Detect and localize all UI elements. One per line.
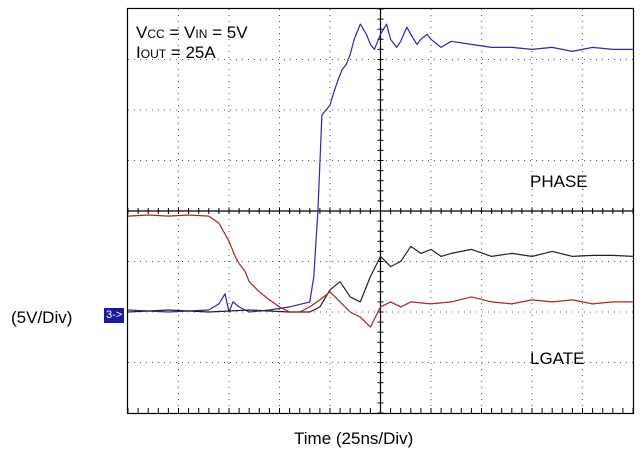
condition-line: VCC = VIN = 5V — [136, 24, 248, 41]
trace-ugate — [127, 23, 633, 313]
test-conditions: VCC = VIN = 5V IOUT = 25A — [136, 24, 248, 64]
condition-text: V — [136, 23, 148, 42]
condition-subscript: OUT — [140, 47, 167, 61]
trace-label-phase: PHASE — [530, 171, 588, 191]
condition-text: I — [136, 43, 141, 62]
trace-label-lgate: LGATE — [530, 348, 585, 368]
trace-lgate — [127, 214, 633, 328]
trace-phase — [127, 245, 634, 313]
condition-subscript: CC — [147, 27, 165, 41]
y-axis-scale-label: (5V/Div) — [11, 308, 73, 327]
plot-frame — [126, 7, 635, 415]
x-axis-label: Time (25ns/Div) — [294, 429, 414, 448]
condition-subscript: IN — [195, 27, 208, 41]
condition-text: = 5V — [207, 23, 248, 42]
channel-3-ground-marker: 3-> — [104, 308, 125, 323]
condition-text: = 25A — [166, 43, 216, 62]
traces — [127, 23, 634, 328]
condition-line: IOUT = 25A — [136, 44, 248, 61]
condition-text: = V — [164, 23, 196, 42]
